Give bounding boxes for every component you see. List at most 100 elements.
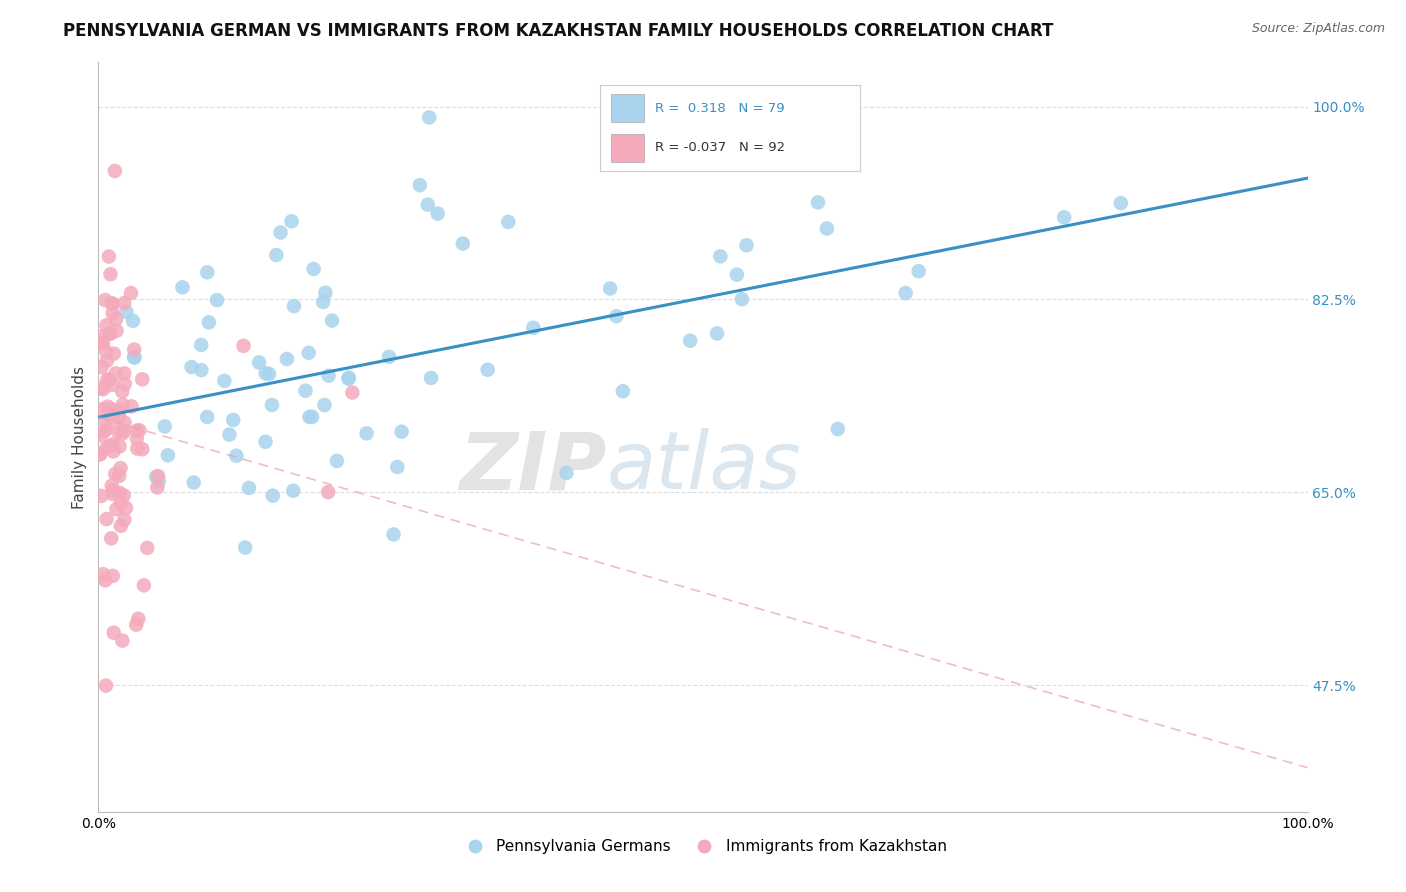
Point — [94, 414, 117, 428]
Point — [190, 363, 212, 377]
Point — [233, 541, 256, 555]
Point — [378, 350, 401, 364]
Point — [148, 469, 170, 483]
Point — [725, 268, 748, 282]
Point — [122, 350, 145, 364]
Point — [94, 293, 117, 307]
Point — [262, 489, 284, 503]
Point — [815, 221, 838, 235]
Point — [269, 226, 291, 240]
Point — [91, 382, 114, 396]
Point — [709, 249, 731, 263]
Point — [127, 442, 149, 456]
Point — [122, 314, 145, 328]
Point — [247, 355, 270, 369]
Point — [302, 262, 325, 277]
Point — [218, 427, 240, 442]
Point — [108, 486, 131, 500]
Point — [706, 326, 728, 341]
Point — [124, 351, 146, 365]
Point — [115, 305, 138, 319]
Point — [111, 384, 134, 399]
Point — [90, 428, 112, 442]
Point — [104, 164, 127, 178]
Point — [103, 346, 125, 360]
Point — [96, 512, 118, 526]
Point — [294, 384, 316, 398]
Point — [190, 338, 212, 352]
Point — [254, 366, 277, 380]
Point — [96, 354, 118, 368]
Point — [894, 286, 917, 301]
Point — [111, 426, 134, 441]
Point — [301, 409, 323, 424]
Point — [222, 413, 245, 427]
Point — [97, 400, 120, 414]
Point — [97, 250, 120, 264]
Text: Source: ZipAtlas.com: Source: ZipAtlas.com — [1251, 22, 1385, 36]
Point — [91, 425, 114, 439]
Point — [94, 679, 117, 693]
Point — [555, 466, 578, 480]
Point — [112, 296, 135, 310]
Point — [104, 367, 127, 381]
Point — [98, 326, 121, 341]
Point — [112, 488, 135, 502]
Point — [283, 299, 305, 313]
Point — [101, 569, 124, 583]
Point — [426, 206, 449, 220]
Point — [101, 377, 124, 392]
Point — [257, 367, 280, 381]
Point — [101, 483, 124, 498]
Point — [103, 444, 125, 458]
Point — [416, 197, 439, 211]
Point — [145, 470, 167, 484]
Point — [98, 373, 121, 387]
Y-axis label: Family Households: Family Households — [72, 366, 87, 508]
Point — [679, 334, 702, 348]
Point — [409, 178, 432, 193]
Point — [96, 372, 118, 386]
Point — [195, 265, 218, 279]
Point — [91, 402, 114, 417]
Point — [89, 447, 111, 461]
Point — [214, 374, 236, 388]
Point — [477, 362, 499, 376]
Point — [807, 195, 830, 210]
Point — [136, 541, 159, 555]
Point — [205, 293, 228, 307]
Point — [108, 468, 131, 483]
Point — [225, 449, 247, 463]
Point — [418, 111, 440, 125]
Point — [111, 398, 134, 412]
Point — [96, 345, 118, 359]
Point — [132, 578, 155, 592]
Point — [283, 483, 305, 498]
Point — [735, 238, 758, 252]
Point — [195, 409, 218, 424]
Point — [232, 339, 254, 353]
Point — [98, 326, 121, 341]
Point — [1053, 211, 1076, 225]
Point — [314, 285, 336, 300]
Point — [356, 426, 378, 441]
Point — [90, 329, 112, 343]
Point — [100, 402, 122, 417]
Point — [120, 400, 142, 414]
Point — [382, 527, 405, 541]
Legend: Pennsylvania Germans, Immigrants from Kazakhstan: Pennsylvania Germans, Immigrants from Ka… — [453, 833, 953, 860]
Point — [131, 442, 153, 457]
Point — [612, 384, 634, 399]
Point — [342, 385, 364, 400]
Point — [599, 281, 621, 295]
Point — [420, 371, 443, 385]
Point — [110, 496, 132, 510]
Point — [104, 467, 127, 481]
Point — [105, 502, 128, 516]
Point — [198, 315, 221, 329]
Point — [90, 489, 112, 503]
Point — [96, 441, 118, 455]
Point — [731, 292, 754, 306]
Point — [605, 309, 627, 323]
Point — [101, 479, 124, 493]
